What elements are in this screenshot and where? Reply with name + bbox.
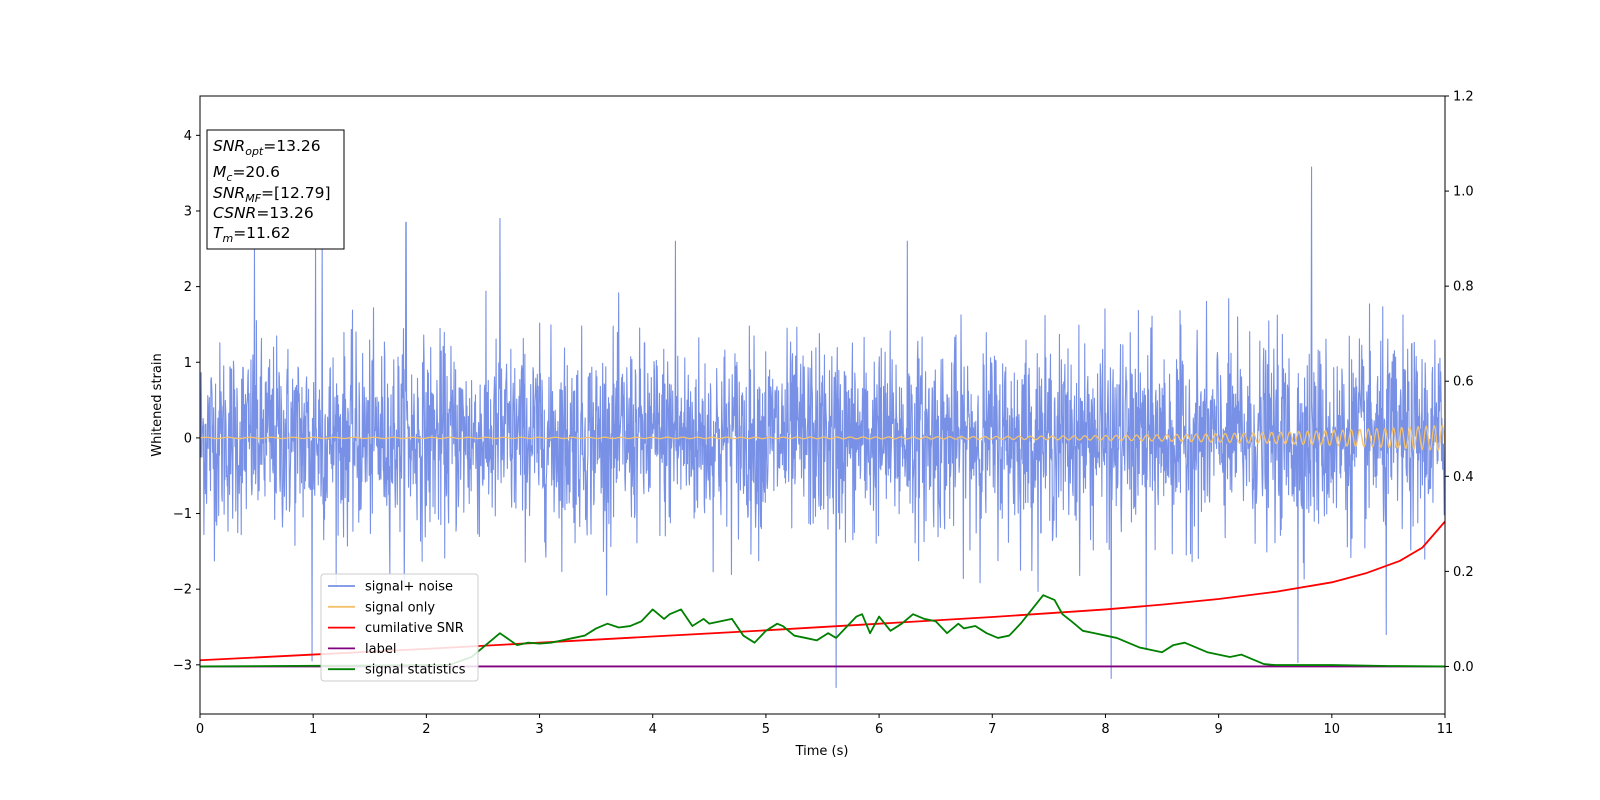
x-tick-label: 4 [649, 722, 657, 737]
y-left-tick-label: 1 [184, 356, 192, 371]
y-axis-left: −3 −2 −1 0 1 2 3 4 [173, 129, 200, 673]
y-right-tick-label: 1.2 [1453, 90, 1474, 105]
info-subscript: opt [245, 145, 264, 158]
info-subscript: MF [245, 192, 261, 205]
info-line: CSNR=13.26 [213, 204, 314, 222]
info-value: =20.6 [232, 163, 280, 181]
series-cumulative-snr [200, 520, 1445, 662]
y-right-tick-label: 0.6 [1453, 375, 1474, 390]
info-line: Tm=11.62 [213, 224, 291, 245]
y-left-tick-label: −1 [173, 507, 192, 522]
info-symbol: M [213, 163, 226, 181]
y-right-tick-label: 0.0 [1453, 660, 1474, 675]
y-right-tick-label: 0.4 [1453, 470, 1474, 485]
y-left-tick-label: 4 [184, 129, 192, 144]
legend-label: cumilative SNR [365, 621, 464, 636]
legend-label: label [365, 642, 396, 657]
signal-statistics-line [200, 594, 1445, 668]
x-tick-label: 10 [1324, 722, 1341, 737]
x-tick-label: 1 [309, 722, 317, 737]
plot-frame [199, 95, 1446, 715]
info-line: SNRMF=[12.79] [213, 184, 331, 205]
y-left-tick-label: 3 [184, 204, 192, 219]
legend-frame [320, 573, 479, 682]
x-tick-label: 8 [1101, 722, 1109, 737]
y-left-tick-label: −3 [173, 658, 192, 673]
info-value: =11.62 [233, 224, 290, 242]
info-box: SNRopt=13.26Mc=20.6SNRMF=[12.79]CSNR=13.… [206, 129, 345, 250]
y-left-tick-label: 0 [184, 431, 192, 446]
series-signal-only [200, 424, 1445, 452]
info-subscript: m [222, 232, 233, 245]
x-tick-label: 2 [422, 722, 430, 737]
legend-label: signal only [365, 600, 435, 615]
legend: signal+ noise signal only cumilative SNR la… [320, 573, 479, 682]
y-left-tick-label: 2 [184, 280, 192, 295]
info-value: =13.26 [263, 137, 320, 155]
info-value: =13.26 [256, 204, 313, 222]
y-right-tick-label: 0.2 [1453, 565, 1474, 580]
y-axis-right: 0.0 0.2 0.4 0.6 0.8 1.0 1.2 [1445, 90, 1474, 675]
info-line: SNRopt=13.26 [213, 137, 321, 158]
y-right-tick-label: 1.0 [1453, 185, 1474, 200]
signal-line [200, 424, 1445, 452]
noise-line [200, 166, 1445, 689]
info-symbol: CSNR [213, 204, 256, 222]
series-signal-noise [200, 166, 1445, 689]
x-tick-label: 9 [1214, 722, 1222, 737]
legend-label: signal+ noise [365, 580, 453, 595]
x-axis-title: Time (s) [795, 744, 849, 759]
y-right-tick-label: 0.8 [1453, 280, 1474, 295]
cumulative-snr-line [200, 520, 1445, 662]
info-value: =[12.79] [261, 184, 330, 202]
x-tick-label: 0 [196, 722, 204, 737]
info-symbol: SNR [213, 184, 245, 202]
info-line: Mc=20.6 [213, 163, 280, 184]
x-tick-label: 3 [535, 722, 543, 737]
series-signal-statistics [200, 594, 1445, 668]
info-subscript: c [226, 171, 232, 184]
legend-label: signal statistics [365, 663, 466, 678]
info-symbol: T [213, 224, 224, 242]
info-symbol: SNR [213, 137, 245, 155]
y-axis-title: Whitened strain [150, 353, 165, 456]
x-axis: 0 1 2 3 4 5 6 7 8 9 10 11 [196, 714, 1453, 737]
x-tick-label: 11 [1437, 722, 1454, 737]
x-tick-label: 7 [988, 722, 996, 737]
x-tick-label: 6 [875, 722, 883, 737]
y-left-tick-label: −2 [173, 583, 192, 598]
x-tick-label: 5 [762, 722, 770, 737]
info-box-frame [206, 129, 345, 250]
